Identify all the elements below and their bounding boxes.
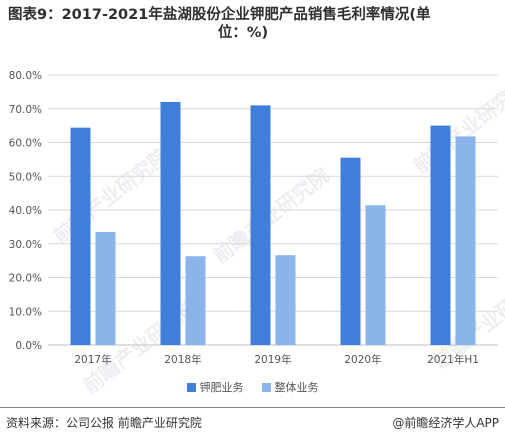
legend: 钾肥业务 整体业务 — [0, 379, 505, 395]
x-tick-label: 2018年 — [164, 353, 201, 366]
x-tick-label: 2017年 — [74, 353, 111, 366]
legend-item-series-1: 钾肥业务 — [186, 379, 244, 395]
bar-series-1 — [430, 125, 451, 345]
y-tick-label: 10.0% — [9, 306, 42, 318]
x-tick-label: 2021年H1 — [427, 353, 479, 366]
y-tick-label: 30.0% — [9, 239, 42, 251]
bar-series-2 — [365, 205, 386, 345]
footer-divider — [0, 407, 505, 408]
brand-credit: @前瞻经济学人APP — [392, 416, 499, 430]
source-note: 资料来源：公司公报 前瞻产业研究院 — [6, 416, 202, 430]
x-tick-label: 2019年 — [254, 353, 291, 366]
bar-series-1 — [160, 102, 181, 345]
chart-title: 图表9：2017-2021年盐湖股份企业钾肥产品销售毛利率情况(单 位：%) — [8, 6, 478, 42]
y-tick-label: 40.0% — [9, 205, 42, 217]
bar-series-1 — [250, 105, 271, 345]
title-line-1: 图表9：2017-2021年盐湖股份企业钾肥产品销售毛利率情况(单 — [8, 7, 431, 23]
y-tick-label: 60.0% — [9, 138, 42, 150]
title-line-2: 位：%) — [217, 25, 269, 41]
y-tick-label: 50.0% — [9, 171, 42, 183]
bar-series-1 — [70, 127, 91, 346]
x-tick-label: 2020年 — [344, 353, 381, 366]
legend-item-series-2: 整体业务 — [261, 379, 319, 395]
bar-series-2 — [275, 255, 296, 345]
legend-swatch-series-1 — [186, 382, 196, 392]
bar-series-1 — [340, 157, 361, 345]
bar-series-2 — [95, 231, 116, 345]
legend-label-series-2: 整体业务 — [274, 381, 319, 394]
bar-series-2 — [185, 256, 206, 345]
bar-series-2 — [455, 136, 476, 345]
y-tick-label: 80.0% — [9, 70, 42, 82]
y-tick-label: 0.0% — [15, 340, 42, 352]
y-tick-label: 20.0% — [9, 273, 42, 285]
legend-label-series-1: 钾肥业务 — [199, 381, 244, 394]
y-tick-label: 70.0% — [9, 104, 42, 116]
legend-swatch-series-2 — [261, 382, 271, 392]
